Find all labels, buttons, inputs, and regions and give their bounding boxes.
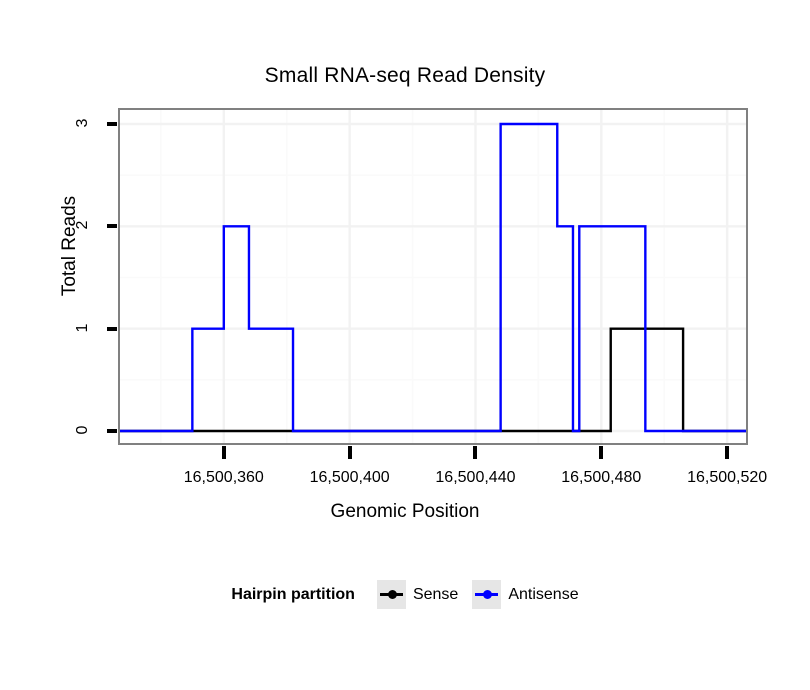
plot-panel <box>118 108 748 445</box>
y-tick-mark <box>107 122 117 126</box>
legend-key-antisense <box>472 580 502 609</box>
legend-entry-antisense[interactable]: Antisense <box>472 580 579 609</box>
x-axis-title: Genomic Position <box>330 501 480 522</box>
legend-key-point <box>483 590 493 599</box>
y-tick-label: 0 <box>74 425 91 435</box>
y-tick-label: 2 <box>74 220 91 230</box>
x-tick-label: 16,500,400 <box>309 469 390 486</box>
x-tick-mark <box>347 446 352 459</box>
legend-label: Sense <box>412 585 459 603</box>
y-axis-title: Total Reads <box>59 195 80 297</box>
x-tick-label: 16,500,480 <box>561 469 642 486</box>
x-tick-label: 16,500,440 <box>435 469 516 486</box>
x-tick-label: 16,500,520 <box>687 469 768 486</box>
x-tick-mark <box>725 446 730 459</box>
legend-label: Antisense <box>508 585 579 603</box>
legend: Hairpin partition Sense Antisense <box>0 580 810 609</box>
y-tick-label: 3 <box>74 118 91 128</box>
legend-entries: Sense Antisense <box>376 580 579 609</box>
y-tick-label: 1 <box>74 323 91 333</box>
x-tick-label: 16,500,360 <box>183 469 264 486</box>
y-tick-mark <box>107 429 117 433</box>
x-tick-mark <box>473 446 478 459</box>
legend-key-point <box>387 590 397 599</box>
y-tick-mark <box>107 326 117 331</box>
legend-key-sense <box>376 580 406 609</box>
legend-entry-sense[interactable]: Sense <box>376 580 459 609</box>
legend-title: Hairpin partition <box>231 585 355 603</box>
y-tick-mark <box>107 224 117 229</box>
series-line-antisense <box>120 122 746 433</box>
x-tick-mark <box>599 446 604 459</box>
plot-svg <box>120 110 746 443</box>
chart-title: Small RNA-seq Read Density <box>264 64 546 87</box>
x-tick-mark <box>221 446 226 459</box>
